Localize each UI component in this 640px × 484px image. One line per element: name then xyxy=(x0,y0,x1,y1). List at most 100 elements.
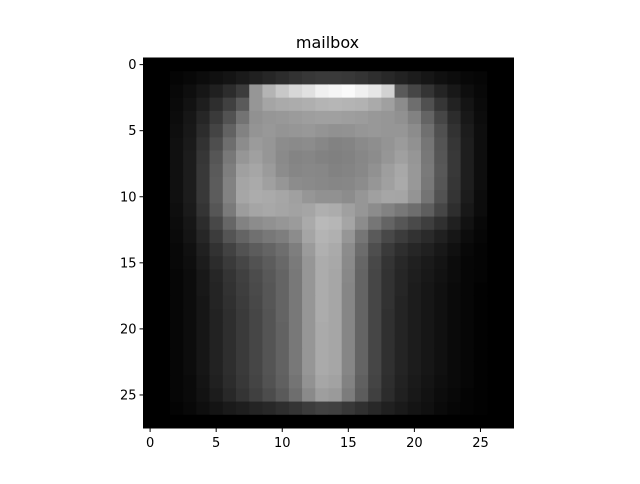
heatmap-cell xyxy=(210,269,224,283)
heatmap-cell xyxy=(474,283,488,297)
heatmap-cell xyxy=(500,124,514,138)
heatmap-cell xyxy=(487,203,501,217)
heatmap-cell xyxy=(381,98,395,112)
heatmap-cell xyxy=(500,84,514,98)
heatmap-cell xyxy=(302,177,316,191)
heatmap-cell xyxy=(315,322,329,336)
heatmap-cell xyxy=(315,402,329,416)
heatmap-cell xyxy=(157,164,171,178)
heatmap-cell xyxy=(157,349,171,363)
heatmap-cell xyxy=(262,309,276,323)
heatmap-cell xyxy=(408,84,422,98)
heatmap-cell xyxy=(381,217,395,231)
heatmap-cell xyxy=(447,177,461,191)
heatmap-cell xyxy=(368,388,382,402)
heatmap-cell xyxy=(210,349,224,363)
heatmap-cell xyxy=(302,71,316,85)
heatmap-cell xyxy=(342,296,356,310)
heatmap-cell xyxy=(276,217,290,231)
heatmap-cell xyxy=(249,151,263,165)
heatmap-cell xyxy=(395,58,409,72)
heatmap-cell xyxy=(315,375,329,389)
heatmap-cell xyxy=(223,322,237,336)
heatmap-cell xyxy=(223,203,237,217)
heatmap-cell xyxy=(196,415,210,429)
heatmap-cell xyxy=(302,362,316,376)
heatmap-cell xyxy=(408,190,422,204)
heatmap-cell xyxy=(355,164,369,178)
heatmap-cell xyxy=(170,71,184,85)
heatmap-cell xyxy=(170,322,184,336)
y-axis: 0510152025 xyxy=(120,58,144,403)
heatmap-cell xyxy=(434,230,448,244)
heatmap-cell xyxy=(487,217,501,231)
heatmap-cell xyxy=(408,388,422,402)
heatmap-cell xyxy=(408,256,422,270)
heatmap-cell xyxy=(461,375,475,389)
heatmap-cell xyxy=(368,177,382,191)
heatmap-cell xyxy=(276,137,290,151)
heatmap-cell xyxy=(196,269,210,283)
heatmap-cell xyxy=(434,71,448,85)
heatmap-cell xyxy=(487,402,501,416)
heatmap-cell xyxy=(381,296,395,310)
heatmap-cell xyxy=(381,375,395,389)
heatmap-cell xyxy=(355,203,369,217)
heatmap-cell xyxy=(276,256,290,270)
heatmap-cell xyxy=(487,388,501,402)
heatmap-cell xyxy=(144,164,158,178)
heatmap-cell xyxy=(236,177,250,191)
heatmap-cell xyxy=(381,164,395,178)
heatmap-cell xyxy=(408,124,422,138)
heatmap-cell xyxy=(315,415,329,429)
heatmap-cell xyxy=(381,203,395,217)
heatmap-cell xyxy=(461,336,475,350)
heatmap-cell xyxy=(315,296,329,310)
heatmap-cell xyxy=(223,283,237,297)
heatmap-cell xyxy=(302,151,316,165)
x-tick-label: 25 xyxy=(472,436,489,451)
heatmap-cell xyxy=(474,243,488,257)
heatmap-cell xyxy=(355,71,369,85)
heatmap-cell xyxy=(381,177,395,191)
heatmap-cell xyxy=(223,137,237,151)
heatmap-cell xyxy=(368,217,382,231)
heatmap-cell xyxy=(249,84,263,98)
heatmap-cell xyxy=(447,124,461,138)
heatmap-cell xyxy=(183,362,197,376)
heatmap-cell xyxy=(262,177,276,191)
heatmap-cell xyxy=(157,151,171,165)
heatmap-cell xyxy=(302,269,316,283)
heatmap-cell xyxy=(355,256,369,270)
heatmap-cell xyxy=(315,111,329,125)
heatmap-cell xyxy=(144,124,158,138)
heatmap-cell xyxy=(381,58,395,72)
heatmap-cell xyxy=(210,296,224,310)
y-tick-label: 25 xyxy=(120,388,137,403)
heatmap-cell xyxy=(223,124,237,138)
heatmap-cell xyxy=(183,243,197,257)
heatmap-cell xyxy=(447,71,461,85)
x-tick-label: 10 xyxy=(274,436,291,451)
heatmap-cell xyxy=(196,375,210,389)
heatmap-cell xyxy=(395,164,409,178)
heatmap-cell xyxy=(461,84,475,98)
heatmap-cell xyxy=(315,362,329,376)
heatmap-cell xyxy=(289,217,303,231)
heatmap-cell xyxy=(342,164,356,178)
heatmap-cell xyxy=(276,243,290,257)
heatmap-cell xyxy=(249,71,263,85)
heatmap-cell xyxy=(289,71,303,85)
heatmap-cell xyxy=(342,230,356,244)
heatmap-cell xyxy=(236,309,250,323)
heatmap-cell xyxy=(170,415,184,429)
heatmap-cell xyxy=(500,164,514,178)
heatmap-cell xyxy=(447,84,461,98)
heatmap-cell xyxy=(262,269,276,283)
heatmap-cell xyxy=(368,283,382,297)
heatmap-cell xyxy=(381,84,395,98)
heatmap-cell xyxy=(500,388,514,402)
heatmap-cell xyxy=(329,230,343,244)
heatmap-cell xyxy=(434,190,448,204)
